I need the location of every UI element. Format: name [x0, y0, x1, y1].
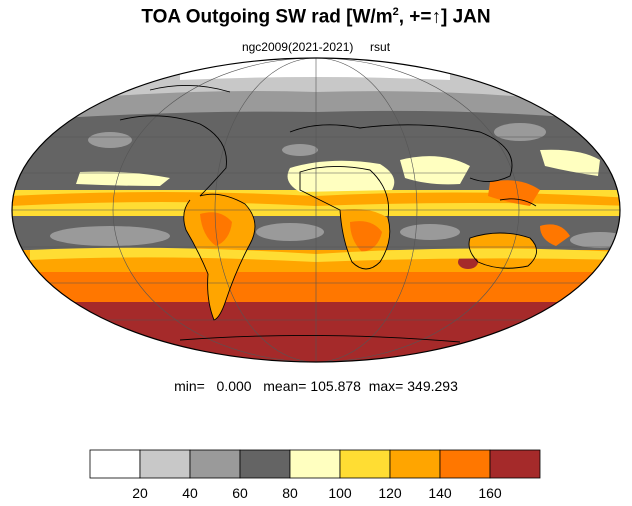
- colorbar-label: 60: [232, 485, 248, 501]
- colorbar-label: 100: [328, 485, 352, 501]
- run-label: ngc2009(2021-2021): [241, 40, 354, 54]
- colorbar-box: [389, 449, 441, 479]
- variable-label: rsut: [370, 40, 391, 54]
- mean-value: 105.878: [310, 378, 361, 394]
- map-subtitle: ngc2009(2021-2021) rsut: [0, 40, 632, 54]
- colorbar-label: 120: [378, 485, 402, 501]
- colorbar-label: 80: [282, 485, 298, 501]
- max-value: 349.293: [407, 378, 458, 394]
- colorbar-label: 20: [132, 485, 148, 501]
- colorbar-label: 40: [182, 485, 198, 501]
- map-title: TOA Outgoing SW rad [W/m2, +=↑] JAN: [141, 6, 491, 28]
- colorbar-box: [239, 449, 291, 479]
- colorbar-box: [89, 449, 141, 479]
- colorbar-box: [339, 449, 391, 479]
- colorbar-box: [139, 449, 191, 479]
- colorbar-box: [489, 449, 541, 479]
- min-value: 0.000: [216, 378, 252, 394]
- summary-stats: min= 0.000 mean= 105.878 max= 349.293: [174, 378, 458, 394]
- colorbar-label: 140: [428, 485, 452, 501]
- colorbar-box: [289, 449, 341, 479]
- colorbar-box: [439, 449, 491, 479]
- colorbar-label: 160: [478, 485, 502, 501]
- colorbar-box: [189, 449, 241, 479]
- mollweide-map: [11, 57, 621, 363]
